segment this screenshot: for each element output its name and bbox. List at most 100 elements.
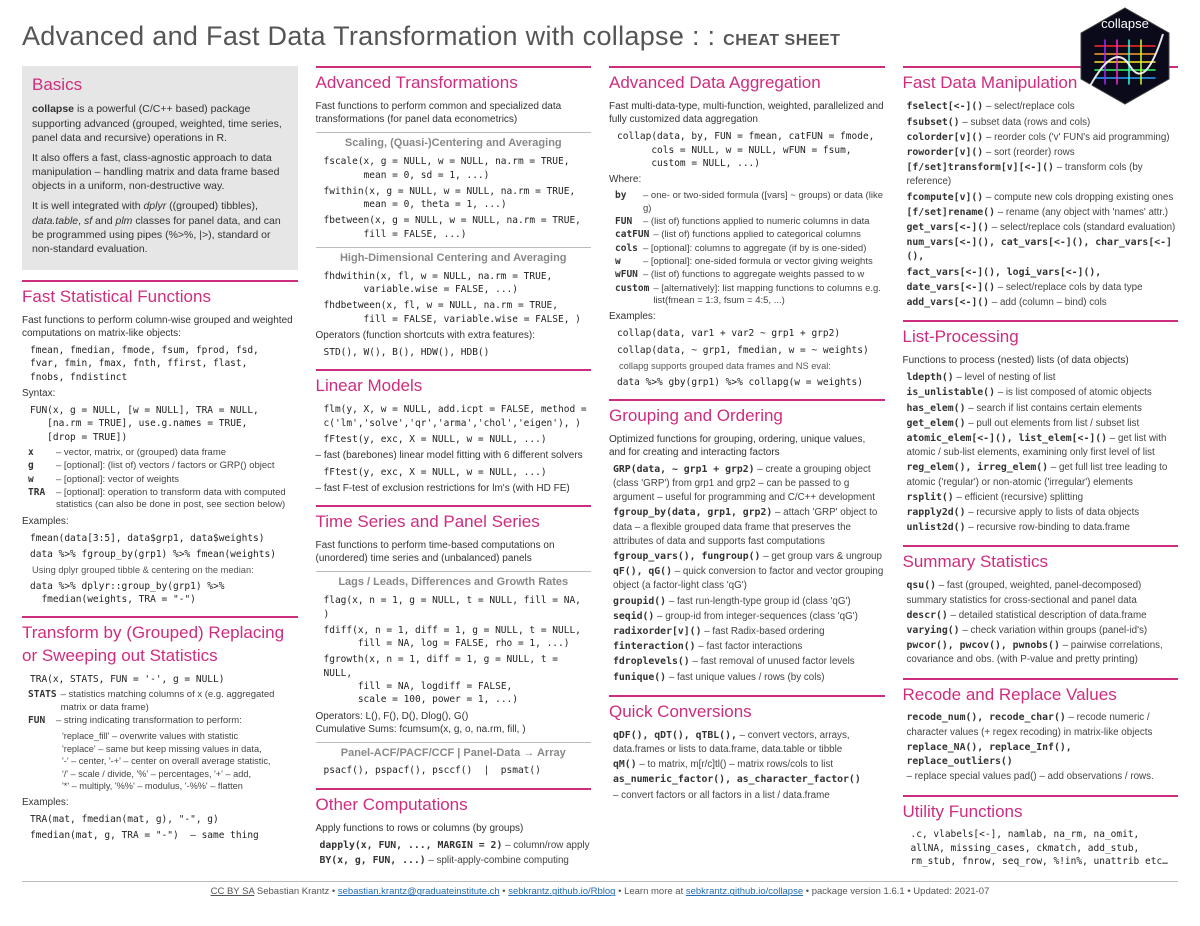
- def-term: cols: [615, 243, 643, 255]
- function-name: roworder[v](): [907, 147, 984, 158]
- inline-item: has_elem() – search if list contains cer…: [907, 402, 1179, 416]
- fun-option-list: 'replace_fill' – overwrite values with s…: [62, 730, 298, 792]
- inline-item: get_vars[<-]() – select/replace cols (st…: [907, 221, 1179, 235]
- note: collapg supports grouped data frames and…: [619, 360, 885, 373]
- section-heading: Fast Statistical Functions: [22, 280, 298, 309]
- function-desc: – split-apply-combine computing: [426, 855, 569, 866]
- def-desc: – [optional]: columns to aggregate (if b…: [643, 243, 885, 255]
- definition-row: g– [optional]: (list of) vectors / facto…: [28, 460, 298, 472]
- footer-email[interactable]: sebastian.krantz@graduateinstitute.ch: [338, 886, 500, 897]
- code-block: fmean(data[3:5], data$grp1, data$weights…: [30, 532, 298, 545]
- section-paragraph: Fast functions to perform time-based com…: [316, 539, 592, 565]
- inline-item: [f/set]transform[v][<-]() – transform co…: [907, 161, 1179, 189]
- code-block: collap(data, ~ grp1, fmedian, w = ~ weig…: [617, 344, 885, 357]
- inline-item: get_elem() – pull out elements from list…: [907, 417, 1179, 431]
- def-term: wFUN: [615, 269, 643, 281]
- function-desc: – detailed statistical description of da…: [948, 610, 1147, 621]
- inline-item: roworder[v]() – sort (reorder) rows: [907, 146, 1179, 160]
- inline-item: qM() – to matrix, m[r/c]tl() – matrix ro…: [613, 758, 885, 772]
- inline-function-list: GRP(data, ~ grp1 + grp2) – create a grou…: [613, 463, 885, 685]
- section-paragraph: Fast functions to perform column-wise gr…: [22, 314, 298, 340]
- function-name: replace_NA(), replace_Inf(), replace_out…: [907, 742, 1072, 767]
- fun-option: '/' – scale / divide, '%' – percentages,…: [62, 768, 298, 780]
- code-block: fhdbetween(x, fl, w = NULL, na.rm = TRUE…: [324, 299, 592, 326]
- def-term: TRA: [28, 487, 56, 512]
- inline-item: rsplit() – efficient (recursive) splitti…: [907, 491, 1179, 505]
- def-desc: – statistics matching columns of x (e.g.…: [61, 689, 298, 714]
- inline-item: pwcor(), pwcov(), pwnobs() – pairwise co…: [907, 639, 1179, 667]
- code-block: psacf(), pspacf(), psccf() | psmat(): [324, 764, 592, 777]
- definition-list: by– one- or two-sided formula ([vars] ~ …: [615, 190, 885, 307]
- function-desc: – reorder cols ('v' FUN's aid programmin…: [983, 132, 1169, 143]
- function-desc: – to matrix, m[r/c]tl() – matrix rows/co…: [637, 759, 834, 770]
- function-name: date_vars[<-](): [907, 282, 995, 293]
- function-name: fselect[<-](): [907, 101, 984, 112]
- function-name: colorder[v](): [907, 132, 984, 143]
- inline-item: ldepth() – level of nesting of list: [907, 371, 1179, 385]
- section-heading: List-Processing: [903, 320, 1179, 349]
- function-desc: – group-id from integer-sequences (class…: [654, 611, 858, 622]
- code-block: fFtest(y, exc, X = NULL, w = NULL, ...): [324, 466, 592, 479]
- function-name: get_elem(): [907, 418, 966, 429]
- inline-item: as_numeric_factor(), as_character_factor…: [613, 773, 885, 787]
- code-block: data %>% gby(grp1) %>% collapg(w = weigh…: [617, 376, 885, 389]
- definition-row: w– [optional]: one-sided formula or vect…: [615, 256, 885, 268]
- label-examples: Examples:: [22, 796, 298, 809]
- function-name: qDF(), qDT(), qTBL(),: [613, 730, 737, 741]
- function-desc: – select/replace cols (standard evaluati…: [989, 222, 1175, 233]
- inline-function-list: dapply(x, FUN, ..., MARGIN = 2) – column…: [320, 839, 592, 868]
- section-heading: Advanced Data Aggregation: [609, 66, 885, 95]
- note: Using dplyr grouped tibble & centering o…: [32, 564, 298, 577]
- code-block: data %>% dplyr::group_by(grp1) %>% fmedi…: [30, 580, 298, 607]
- function-desc: – efficient (recursive) splitting: [954, 492, 1083, 503]
- inline-item: fdroplevels() – fast removal of unused f…: [613, 655, 885, 669]
- inline-item: reg_elem(), irreg_elem() – get full list…: [907, 461, 1179, 489]
- footer-docs[interactable]: sebkrantz.github.io/collapse: [686, 886, 803, 897]
- def-desc: – (list of) functions applied to numeric…: [643, 216, 885, 228]
- function-desc: – column/row apply: [502, 840, 589, 851]
- section-paragraph: Optimized functions for grouping, orderi…: [609, 433, 885, 459]
- subsection-heading: Lags / Leads, Differences and Growth Rat…: [316, 571, 592, 590]
- column-1: Basicscollapse is a powerful (C/C++ base…: [22, 66, 298, 871]
- fun-option: 'replace' – same but keep missing values…: [62, 743, 298, 755]
- inline-item: finteraction() – fast factor interaction…: [613, 640, 885, 654]
- inline-item: add_vars[<-]() – add (column – bind) col…: [907, 296, 1179, 310]
- section-heading: Linear Models: [316, 369, 592, 398]
- inline-item: [f/set]rename() – rename (any object wit…: [907, 206, 1179, 220]
- function-name: recode_num(), recode_char(): [907, 712, 1066, 723]
- function-name: has_elem(): [907, 403, 966, 414]
- def-desc: – string indicating transformation to pe…: [56, 715, 298, 727]
- after-note: Operators (function shortcuts with extra…: [316, 329, 592, 342]
- definition-row: cols– [optional]: columns to aggregate (…: [615, 243, 885, 255]
- function-name: fact_vars[<-](), logi_vars[<-](),: [907, 267, 1102, 278]
- def-term: x: [28, 447, 56, 459]
- code-block: flm(y, X, w = NULL, add.icpt = FALSE, me…: [324, 403, 592, 430]
- section-heading: Transform by (Grouped) Replacing or Swee…: [22, 616, 298, 668]
- section-heading: Advanced Transformations: [316, 66, 592, 95]
- def-desc: – one- or two-sided formula ([vars] ~ gr…: [643, 190, 885, 215]
- function-name: get_vars[<-](): [907, 222, 990, 233]
- subsection-heading: Panel-ACF/PACF/CCF | Panel-Data → Array: [316, 742, 592, 761]
- function-desc: – fast factor interactions: [696, 641, 803, 652]
- function-desc: – select/replace cols by data type: [995, 282, 1143, 293]
- def-term: FUN: [615, 216, 643, 228]
- label-examples: Examples:: [609, 310, 885, 323]
- column-3: Advanced Data AggregationFast multi-data…: [609, 66, 885, 871]
- fun-option: 'replace_fill' – overwrite values with s…: [62, 730, 298, 742]
- inline-function-list: qsu() – fast (grouped, weighted, panel-d…: [907, 579, 1179, 667]
- section-heading: Grouping and Ordering: [609, 399, 885, 428]
- inline-item: fgroup_vars(), fungroup() – get group va…: [613, 550, 885, 564]
- function-desc: – search if list contains certain elemen…: [965, 403, 1141, 414]
- code-block: fscale(x, g = NULL, w = NULL, na.rm = TR…: [324, 155, 592, 182]
- footer-blog[interactable]: sebkrantz.github.io/Rblog: [508, 886, 615, 897]
- code-block: FUN(x, g = NULL, [w = NULL], TRA = NULL,…: [30, 404, 298, 444]
- function-name: varying(): [907, 625, 960, 636]
- inline-item: atomic_elem[<-](), list_elem[<-]() – get…: [907, 432, 1179, 460]
- code-block: data %>% fgroup_by(grp1) %>% fmean(weigh…: [30, 548, 298, 561]
- def-term: FUN: [28, 715, 56, 727]
- section-heading: Time Series and Panel Series: [316, 505, 592, 534]
- after-note: – fast F-test of exclusion restrictions …: [316, 482, 592, 495]
- code-block: fmedian(mat, g, TRA = "-") – same thing: [30, 829, 298, 842]
- footer: CC BY SA Sebastian Krantz • sebastian.kr…: [22, 881, 1178, 899]
- function-name: pwcor(), pwcov(), pwnobs(): [907, 640, 1060, 651]
